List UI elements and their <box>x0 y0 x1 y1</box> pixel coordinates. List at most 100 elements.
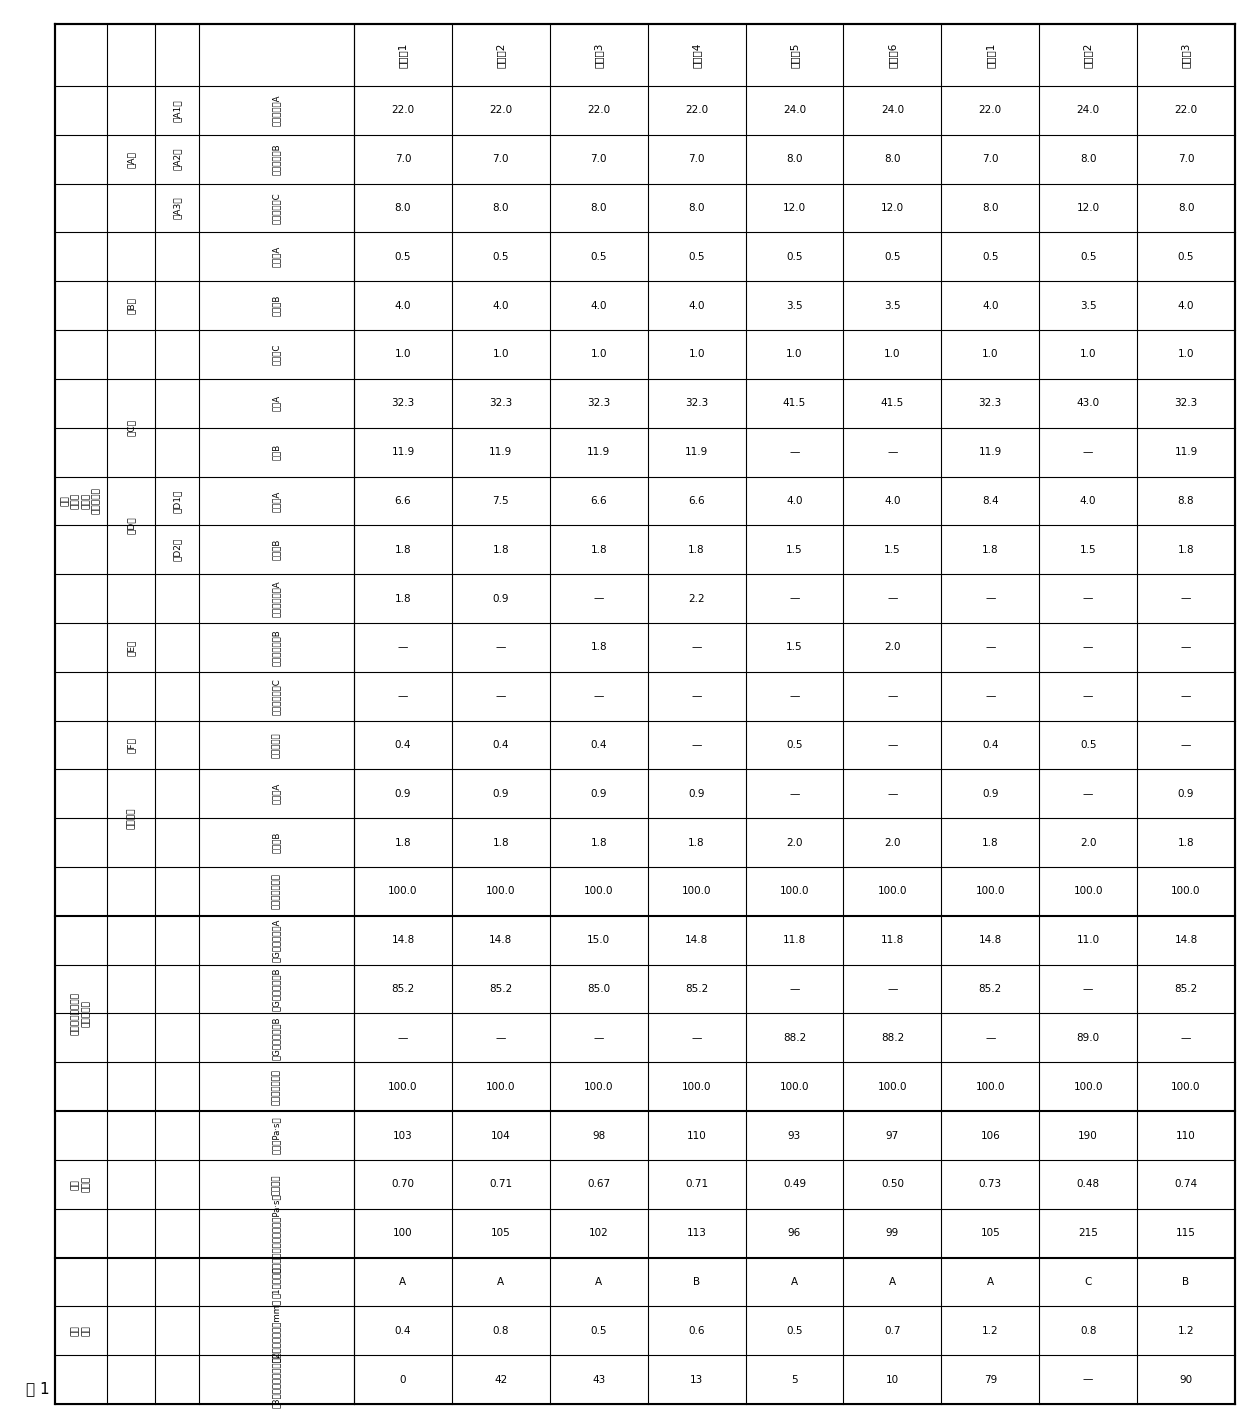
Text: 4.0: 4.0 <box>590 300 606 310</box>
Text: 100.0: 100.0 <box>584 887 614 897</box>
Text: 7.0: 7.0 <box>492 154 510 164</box>
Text: 焊料组合物的配合
（质量％）: 焊料组合物的配合 （质量％） <box>71 993 91 1035</box>
Text: 0.5: 0.5 <box>786 1326 802 1336</box>
Text: —: — <box>985 1032 996 1042</box>
Text: 7.0: 7.0 <box>394 154 412 164</box>
Text: 0.5: 0.5 <box>590 1326 606 1336</box>
Text: —: — <box>1083 594 1094 604</box>
Text: —: — <box>594 594 604 604</box>
Text: 100.0: 100.0 <box>388 887 418 897</box>
Text: —: — <box>887 447 898 457</box>
Text: 6.6: 6.6 <box>394 496 412 506</box>
Text: 抗氧剂A: 抗氧剂A <box>272 783 281 805</box>
Text: 13: 13 <box>689 1374 703 1384</box>
Text: 0.6: 0.6 <box>688 1326 704 1336</box>
Text: 105: 105 <box>491 1227 511 1237</box>
Text: 0.5: 0.5 <box>492 252 510 262</box>
Text: 7.0: 7.0 <box>1178 154 1194 164</box>
Text: 1.2: 1.2 <box>982 1326 998 1336</box>
Text: 0.5: 0.5 <box>1178 252 1194 262</box>
Text: 1.0: 1.0 <box>590 349 606 359</box>
Text: —: — <box>594 1032 604 1042</box>
Text: （B）: （B） <box>126 298 135 315</box>
Text: 0.9: 0.9 <box>394 789 412 799</box>
Text: —: — <box>398 642 408 652</box>
Text: （2）加热滴落（mm）: （2）加热滴落（mm） <box>272 1299 281 1363</box>
Text: 11.9: 11.9 <box>1174 447 1198 457</box>
Text: 7.5: 7.5 <box>492 496 510 506</box>
Text: 0.4: 0.4 <box>982 740 998 750</box>
Text: 1.0: 1.0 <box>492 349 510 359</box>
Text: A: A <box>791 1277 799 1287</box>
Text: 104: 104 <box>491 1131 511 1141</box>
Text: 0.9: 0.9 <box>590 789 606 799</box>
Text: 79: 79 <box>983 1374 997 1384</box>
Text: 0.4: 0.4 <box>492 740 510 750</box>
Text: 100.0: 100.0 <box>780 1082 810 1092</box>
Text: 22.0: 22.0 <box>588 105 610 115</box>
Text: 90: 90 <box>1179 1374 1193 1384</box>
Text: —: — <box>692 1032 702 1042</box>
Text: 32.3: 32.3 <box>490 399 512 409</box>
Text: （G）焊料粉末A: （G）焊料粉末A <box>272 918 281 963</box>
Text: （G）焊料粉末B: （G）焊料粉末B <box>272 967 281 1011</box>
Text: 1.8: 1.8 <box>394 545 412 555</box>
Text: 100.0: 100.0 <box>878 887 908 897</box>
Text: 4.0: 4.0 <box>1178 300 1194 310</box>
Text: 4.0: 4.0 <box>884 496 900 506</box>
Text: 触变指数: 触变指数 <box>272 1173 281 1195</box>
Text: —: — <box>790 789 800 799</box>
Text: 110: 110 <box>1177 1131 1195 1141</box>
Text: 89.0: 89.0 <box>1076 1032 1100 1042</box>
Text: 113: 113 <box>687 1227 707 1237</box>
Text: 7.0: 7.0 <box>590 154 606 164</box>
Text: —: — <box>887 984 898 994</box>
Text: 22.0: 22.0 <box>684 105 708 115</box>
Text: 14.8: 14.8 <box>684 936 708 946</box>
Text: —: — <box>985 642 996 652</box>
Text: （D2）: （D2） <box>172 538 181 561</box>
Text: 和唆化化合物C: 和唆化化合物C <box>272 678 281 715</box>
Text: 1.8: 1.8 <box>590 545 608 555</box>
Text: 42: 42 <box>495 1374 507 1384</box>
Text: B: B <box>693 1277 701 1287</box>
Text: 12.0: 12.0 <box>880 204 904 214</box>
Text: 松香类树脂B: 松香类树脂B <box>272 144 281 175</box>
Text: —: — <box>1083 789 1094 799</box>
Text: 6.6: 6.6 <box>590 496 608 506</box>
Text: 4.0: 4.0 <box>786 496 802 506</box>
Text: 22.0: 22.0 <box>490 105 512 115</box>
Text: 1.5: 1.5 <box>786 545 802 555</box>
Text: 和唆化化合物A: 和唆化化合物A <box>272 580 281 617</box>
Text: 100.0: 100.0 <box>486 1082 516 1092</box>
Text: 100.0: 100.0 <box>1074 1082 1102 1092</box>
Text: 1.5: 1.5 <box>786 642 802 652</box>
Text: 32.3: 32.3 <box>587 399 610 409</box>
Text: 22.0: 22.0 <box>978 105 1002 115</box>
Text: 1.0: 1.0 <box>786 349 802 359</box>
Text: 100.0: 100.0 <box>1172 1082 1200 1092</box>
Text: 100.0: 100.0 <box>976 887 1006 897</box>
Text: 2.0: 2.0 <box>1080 837 1096 847</box>
Text: —: — <box>1180 594 1192 604</box>
Text: 和唆化化合物B: 和唆化化合物B <box>272 629 281 666</box>
Text: 1.8: 1.8 <box>1178 545 1194 555</box>
Text: 粘度（Pa·s）: 粘度（Pa·s） <box>272 1116 281 1155</box>
Text: A: A <box>595 1277 603 1287</box>
Text: 43: 43 <box>591 1374 605 1384</box>
Text: 0.9: 0.9 <box>982 789 998 799</box>
Text: 其它成分: 其它成分 <box>126 807 135 829</box>
Text: （A）: （A） <box>126 151 135 168</box>
Text: 7.0: 7.0 <box>982 154 998 164</box>
Text: 4.0: 4.0 <box>982 300 998 310</box>
Text: 1.8: 1.8 <box>688 837 704 847</box>
Text: 96: 96 <box>787 1227 801 1237</box>
Text: 实施例5: 实施例5 <box>790 43 800 68</box>
Text: 100.0: 100.0 <box>1074 887 1102 897</box>
Text: （C）: （C） <box>126 419 135 436</box>
Text: 0.48: 0.48 <box>1076 1179 1100 1189</box>
Text: 0.9: 0.9 <box>1178 789 1194 799</box>
Text: 实施例3: 实施例3 <box>594 43 604 68</box>
Text: 1.5: 1.5 <box>884 545 900 555</box>
Text: 97: 97 <box>885 1131 899 1141</box>
